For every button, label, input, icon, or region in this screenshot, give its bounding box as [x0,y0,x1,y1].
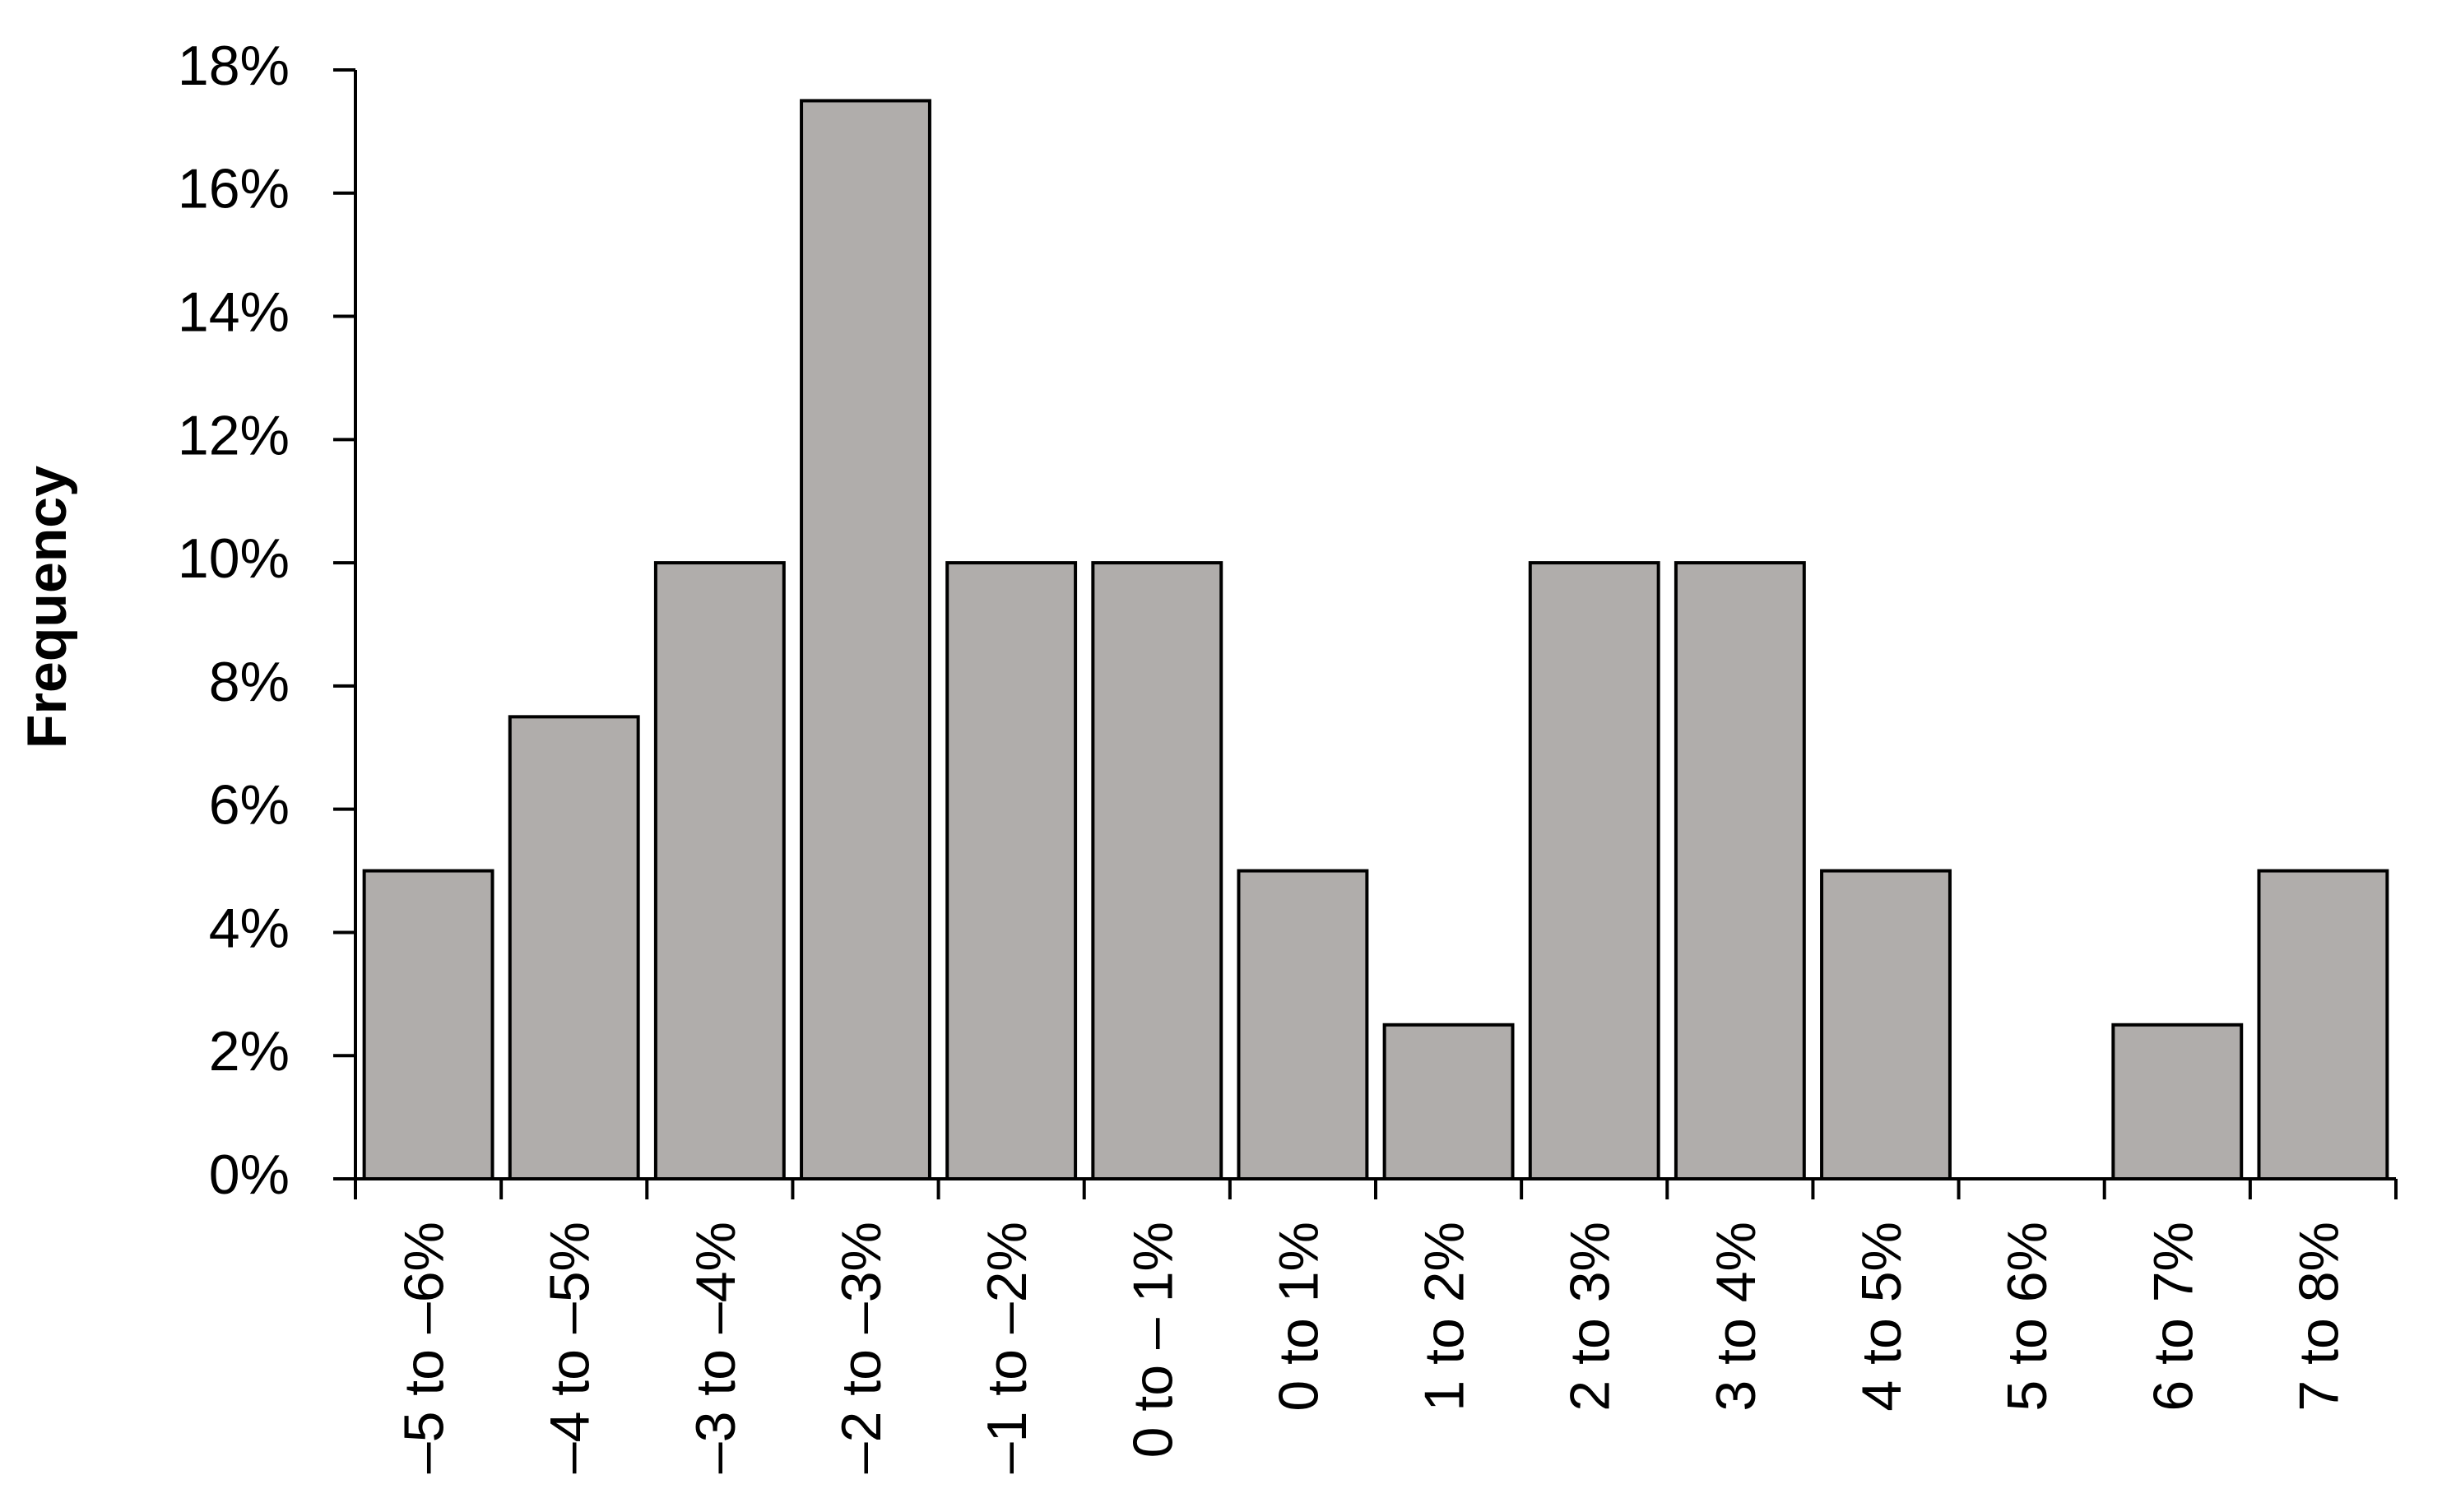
x-tick-label: –5 to –6% [393,1222,456,1473]
y-tick-label: 8% [209,651,290,713]
y-tick-label: 12% [178,404,290,466]
bar [945,561,1078,1180]
x-tick-label: 3 to 4% [1705,1222,1767,1412]
y-axis-label: Frequency [16,466,78,749]
y-tick-label: 2% [209,1020,290,1083]
y-tick-label: 0% [209,1143,290,1206]
x-tick-label: –2 to –3% [830,1222,893,1473]
x-tick-label: 6 to 7% [2142,1222,2204,1412]
y-tick-label: 10% [178,527,290,590]
x-tick-label: 0 to 1% [1267,1222,1330,1412]
bar [1091,561,1223,1180]
bar [1528,561,1660,1180]
y-tick-label: 16% [178,158,290,220]
y-tick-label: 14% [178,281,290,344]
bar [508,715,640,1180]
y-tick-label: 18% [178,35,290,97]
bar [1674,561,1806,1180]
bar [1382,1023,1515,1181]
x-tick-label: –3 to –4% [685,1222,747,1473]
x-tick-label: –1 to –2% [976,1222,1038,1473]
bar [362,869,494,1180]
x-tick-label: 7 to 8% [2287,1222,2350,1412]
bar [1237,869,1369,1180]
bar [800,99,931,1180]
x-tick-label: –4 to –5% [539,1222,601,1473]
bar [2111,1023,2244,1181]
x-tick-label: 1 to 2% [1414,1222,1476,1412]
bar [1820,869,1952,1180]
y-tick-label: 6% [209,774,290,837]
y-tick-label: 4% [209,897,290,959]
x-tick-label: 2 to 3% [1559,1222,1622,1412]
x-tick-label: 5 to 6% [1996,1222,2059,1412]
x-tick-label: 4 to 5% [1850,1222,1913,1412]
x-tick-label: 0 to – 1% [1121,1222,1184,1458]
bar [2257,869,2389,1180]
bar [653,561,786,1180]
